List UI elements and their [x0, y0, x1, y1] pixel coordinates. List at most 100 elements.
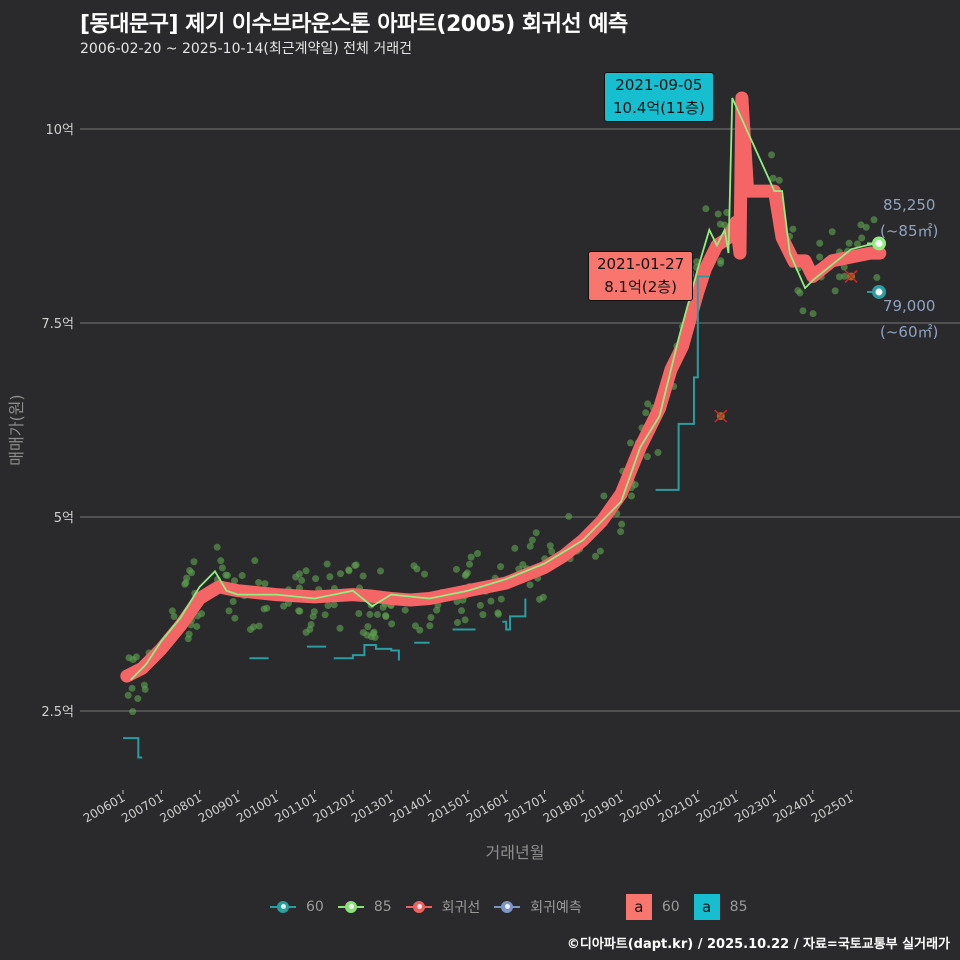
scatter-points	[124, 125, 881, 716]
scatter-point	[229, 598, 237, 606]
legend-item-regression[interactable]: 회귀선	[405, 897, 481, 917]
scatter-point	[134, 695, 142, 703]
scatter-point	[302, 628, 310, 636]
scatter-point	[355, 609, 363, 617]
legend-label-box-icon: a	[693, 894, 720, 920]
scatter-point	[546, 542, 554, 550]
scatter-point	[858, 234, 866, 242]
scatter-point	[401, 606, 409, 614]
scatter-point	[170, 613, 178, 621]
x-tick-label: 201401	[387, 790, 434, 825]
prediction-point-center	[875, 239, 883, 247]
scatter-point	[238, 572, 246, 580]
scatter-point	[461, 616, 469, 624]
annotation-max-60: 2021-01-27 8.1억(2층)	[588, 251, 694, 301]
outlier-marks	[714, 269, 858, 423]
annotation-date: 2021-09-05	[615, 76, 703, 94]
scatter-point	[193, 622, 201, 630]
end-label-60: 79,000 (~60㎡)	[880, 293, 938, 345]
series-60-segment	[333, 644, 400, 661]
scatter-point	[870, 216, 878, 224]
scatter-point	[768, 151, 776, 159]
scatter-point	[536, 595, 544, 603]
scatter-point	[497, 563, 505, 571]
scatter-point	[467, 553, 475, 561]
regression-path	[120, 91, 887, 683]
x-tick-label: 200701	[119, 790, 166, 825]
scatter-point	[853, 240, 861, 248]
scatter-point	[873, 274, 881, 282]
scatter-point	[596, 547, 604, 555]
scatter-point	[369, 629, 377, 637]
scatter-point	[388, 620, 396, 628]
legend-line-dot-icon	[494, 900, 521, 914]
scatter-point	[723, 209, 731, 217]
scatter-point	[128, 684, 136, 692]
scatter-point	[181, 580, 189, 588]
scatter-point	[458, 607, 466, 615]
scatter-point	[592, 552, 600, 560]
annotation-date: 2021-01-27	[597, 255, 685, 273]
scatter-point	[324, 602, 332, 610]
scatter-point	[255, 578, 263, 586]
scatter-point	[862, 223, 870, 231]
legend-line-dot-icon	[270, 900, 296, 914]
legend-item-60[interactable]: 60	[270, 899, 324, 915]
scatter-point	[466, 560, 474, 568]
scatter-point	[421, 570, 429, 578]
legend-line-dot-icon	[405, 900, 432, 914]
x-tick-label: 202201	[694, 790, 741, 825]
scatter-point	[816, 239, 824, 247]
prediction-point-center	[875, 288, 883, 296]
series-60-line	[123, 275, 710, 759]
x-tick-label: 201701	[502, 790, 549, 825]
scatter-point	[427, 614, 435, 622]
scatter-point	[526, 542, 534, 550]
scatter-point	[231, 577, 239, 585]
scatter-point	[310, 608, 318, 616]
y-axis-title: 매매가(원)	[7, 394, 26, 465]
outlier-x-icon	[714, 409, 728, 423]
legend-item-85[interactable]: 85	[337, 899, 392, 915]
prediction-points	[867, 236, 886, 299]
scatter-point	[330, 601, 338, 609]
x-tick-label: 200801	[157, 790, 204, 825]
x-tick-label: 202501	[809, 790, 856, 825]
legend-item-prediction[interactable]: 회귀예측	[494, 897, 582, 917]
scatter-point	[260, 605, 268, 613]
grid-lines	[80, 128, 960, 712]
scatter-point	[132, 653, 140, 661]
scatter-point	[185, 630, 193, 638]
outlier-x-icon	[844, 269, 858, 283]
x-tick-label: 202101	[656, 790, 703, 825]
series-60-segment	[123, 737, 143, 759]
scatter-point	[841, 272, 849, 280]
series-85-line	[130, 97, 880, 681]
scatter-point	[382, 612, 390, 620]
scatter-point	[312, 575, 320, 583]
scatter-point	[816, 253, 824, 261]
scatter-point	[532, 529, 540, 537]
legend-label: 85	[729, 899, 748, 915]
end-label-area: (~60㎡)	[880, 323, 939, 341]
scatter-point	[702, 205, 710, 213]
scatter-point	[366, 610, 374, 618]
legend-label: 60	[661, 899, 680, 915]
x-tick-label: 201901	[579, 790, 626, 825]
legend-label: 회귀선	[441, 900, 481, 916]
annotation-price: 8.1억(2층)	[604, 278, 677, 296]
scatter-point	[453, 618, 461, 626]
scatter-point	[377, 567, 385, 575]
scatter-point	[835, 273, 843, 281]
legend-box-60[interactable]: a 60	[625, 894, 680, 920]
scatter-point	[292, 573, 300, 581]
scatter-point	[255, 622, 263, 630]
scatter-point	[251, 557, 259, 565]
scatter-point	[261, 580, 269, 588]
x-tick-label: 201601	[464, 790, 511, 825]
scatter-point	[789, 225, 797, 233]
legend-label-box-icon: a	[625, 894, 652, 920]
legend-box-85[interactable]: a 85	[693, 894, 748, 920]
series-60-segment	[502, 598, 527, 631]
